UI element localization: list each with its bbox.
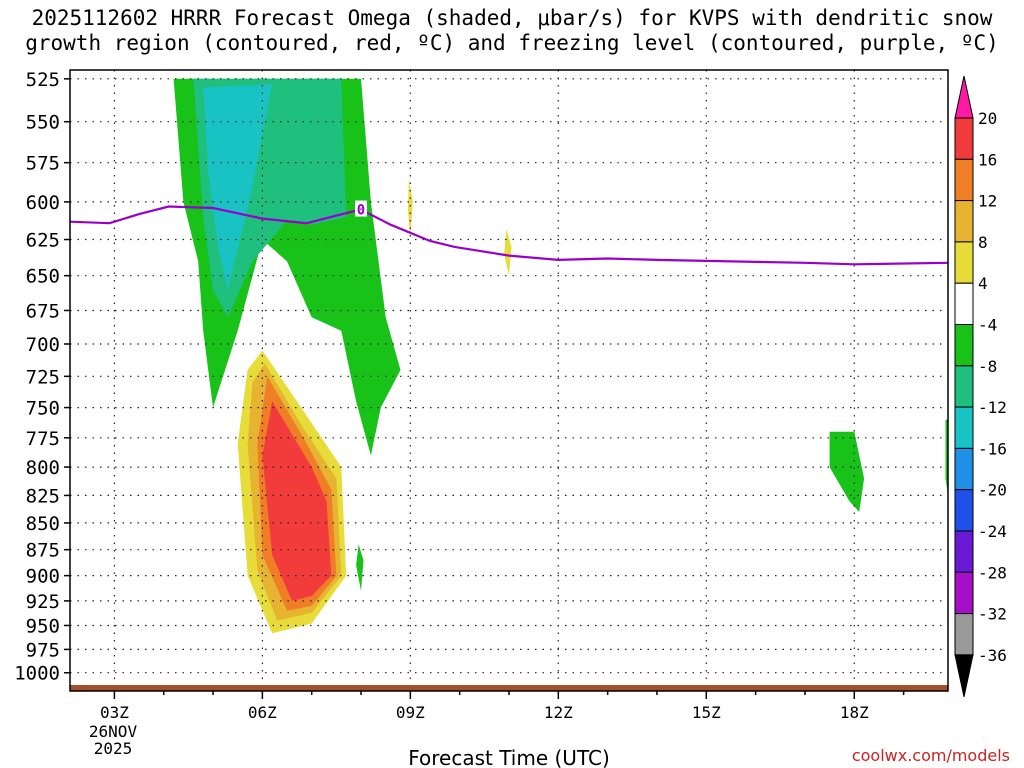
omega-region-17 [844, 170, 860, 283]
x-axis-title: Forecast Time (UTC) [408, 746, 610, 768]
x-tick-label-03Z: 03Z [100, 703, 129, 722]
colorbar-label-12: -32 [978, 605, 1007, 624]
omega-region-14 [504, 229, 512, 276]
y-tick-label-775: 775 [26, 428, 60, 450]
y-tick-label-975: 975 [26, 639, 60, 661]
colorbar-label-0: 20 [978, 109, 997, 128]
colorbar-box-4 [954, 241, 974, 284]
y-tick-label-625: 625 [26, 230, 60, 252]
colorbar-label-3: 8 [978, 233, 988, 252]
colorbar-label-11: -28 [978, 563, 1007, 582]
colorbar-label-13: -36 [978, 646, 1007, 665]
title-line-2: growth region (contoured, red, ºC) and f… [25, 31, 999, 55]
colorbar-box-1 [954, 117, 974, 160]
colorbar-top-arrow [954, 75, 974, 119]
omega-region-4 [203, 84, 273, 290]
colorbar-label-7: -12 [978, 398, 1007, 417]
omega-region-10 [356, 544, 364, 591]
chart-title: 2025112602 HRRR Forecast Omega (shaded, … [0, 6, 1024, 56]
date-label-year: 2025 [94, 739, 133, 758]
y-tick-label-700: 700 [26, 334, 60, 356]
colorbar-label-10: -24 [978, 522, 1007, 541]
y-axis: 525 550 575 600 625 650 675 700 725 750 775 800 825 8… [14, 69, 70, 685]
omega-region-13 [484, 162, 529, 456]
x-tick-label-09Z: 09Z [396, 703, 425, 722]
y-tick-label-900: 900 [26, 566, 60, 588]
omega-region-1 [141, 217, 164, 351]
colorbar-box-2 [954, 158, 974, 202]
colorbar-label-1: 16 [978, 150, 997, 169]
y-tick-label-600: 600 [26, 192, 60, 214]
x-tick-label-12Z: 12Z [544, 703, 573, 722]
colorbar-label-4: 4 [978, 274, 988, 293]
omega-fill-layer [84, 78, 948, 673]
y-tick-label-1000: 1000 [14, 663, 60, 685]
freezing-level-layer: 0 [69, 200, 949, 266]
date-label-day: 26NOV [89, 722, 138, 741]
y-tick-label-675: 675 [26, 300, 60, 322]
y-tick-label-950: 950 [26, 615, 60, 637]
colorbar-label-2: 12 [978, 192, 997, 211]
colorbar-box-9 [954, 447, 974, 491]
omega-region-12 [407, 178, 413, 240]
omega-region-20 [735, 484, 948, 673]
x-tick-label-15Z: 15Z [692, 703, 721, 722]
freezing-level-line [69, 205, 949, 266]
y-tick-label-650: 650 [26, 266, 60, 288]
colorbar-box-6 [954, 324, 974, 367]
y-tick-label-550: 550 [26, 112, 60, 134]
colorbar-box-11 [954, 530, 974, 573]
y-tick-label-725: 725 [26, 366, 60, 388]
colorbar-box-5 [954, 282, 974, 326]
omega-region-16 [469, 600, 524, 640]
colorbar-label-5: -4 [978, 316, 997, 335]
title-line-1: 2025112602 HRRR Forecast Omega (shaded, … [31, 6, 993, 30]
credit-text: coolwx.com/models [851, 746, 1010, 765]
colorbar-label-9: -20 [978, 481, 1007, 500]
y-tick-label-575: 575 [26, 153, 60, 175]
x-tick-label-06Z: 06Z [248, 703, 277, 722]
colorbar-box-3 [954, 200, 974, 243]
x-tick-label-18Z: 18Z [840, 703, 869, 722]
colorbar-box-12 [954, 571, 974, 615]
terrain-strip [70, 685, 948, 691]
terrain-layer [70, 685, 948, 691]
omega-region-0 [84, 78, 164, 290]
omega-region-9 [262, 401, 332, 601]
omega-region-15 [395, 478, 465, 606]
freezing-level-label: 0 [357, 203, 365, 219]
colorbar-bottom-arrow [954, 654, 974, 698]
omega-region-11 [385, 78, 431, 318]
colorbar: 20 16 12 8 4 -4 -8 -12 -16 -20 -24 -28 -32 -36 [954, 75, 1007, 698]
y-tick-label-750: 750 [26, 398, 60, 420]
colorbar-box-10 [954, 489, 974, 532]
grid-layer [70, 70, 948, 691]
colorbar-label-6: -8 [978, 357, 997, 376]
y-tick-label-850: 850 [26, 513, 60, 535]
y-tick-label-525: 525 [26, 69, 60, 91]
x-axis: 03Z 06Z 09Z 12Z 15Z 18Z [100, 691, 905, 722]
colorbar-box-7 [954, 365, 974, 408]
colorbar-label-8: -16 [978, 439, 1007, 458]
y-tick-label-800: 800 [26, 457, 60, 479]
colorbar-box-8 [954, 406, 974, 449]
colorbar-box-13 [954, 613, 974, 656]
omega-region-18 [829, 431, 865, 512]
y-tick-label-875: 875 [26, 540, 60, 562]
freezing-label-bg [355, 200, 368, 217]
y-tick-label-925: 925 [26, 591, 60, 613]
y-tick-label-825: 825 [26, 485, 60, 507]
